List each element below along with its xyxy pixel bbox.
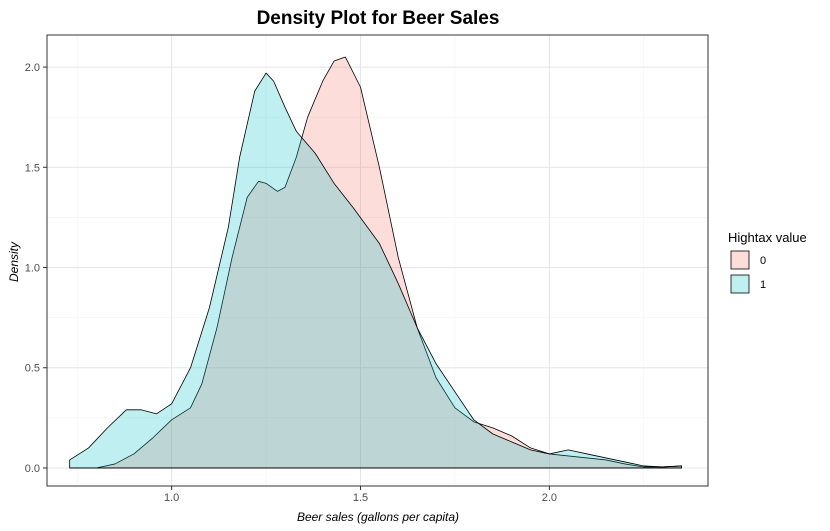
x-tick-label: 1.0 — [164, 492, 179, 504]
y-tick-label: 1.5 — [25, 162, 40, 174]
legend-key-0 — [730, 250, 750, 270]
chart-title: Density Plot for Beer Sales — [257, 8, 500, 29]
legend-label-0: 0 — [760, 255, 766, 267]
density-area-series-0 — [69, 56, 682, 469]
plot-area — [46, 34, 709, 487]
panel-border — [46, 34, 709, 487]
legend-label-1: 1 — [760, 279, 766, 291]
x-tick-label: 1.5 — [353, 492, 368, 504]
y-tick-label: 2.0 — [25, 62, 40, 74]
legend-key-background — [730, 274, 750, 294]
legend-key-1 — [730, 274, 750, 294]
x-axis: 1.0 1.5 2.0 — [164, 486, 557, 504]
grid — [47, 35, 708, 486]
panel-background — [47, 35, 708, 486]
y-tick-label: 0.5 — [25, 363, 40, 375]
y-tick-label: 1.0 — [25, 263, 40, 275]
legend-key-background — [730, 250, 750, 270]
legend: Hightax value 0 1 — [728, 230, 807, 294]
x-axis-title: Beer sales (gallons per capita) — [297, 510, 459, 524]
y-axis-title: Density — [7, 241, 21, 282]
y-axis: 0.0 0.5 1.0 1.5 2.0 — [25, 62, 47, 475]
x-tick-label: 2.0 — [542, 492, 557, 504]
density-area-series-1 — [69, 72, 682, 469]
legend-title: Hightax value — [728, 230, 807, 245]
y-tick-label: 0.0 — [25, 463, 40, 475]
